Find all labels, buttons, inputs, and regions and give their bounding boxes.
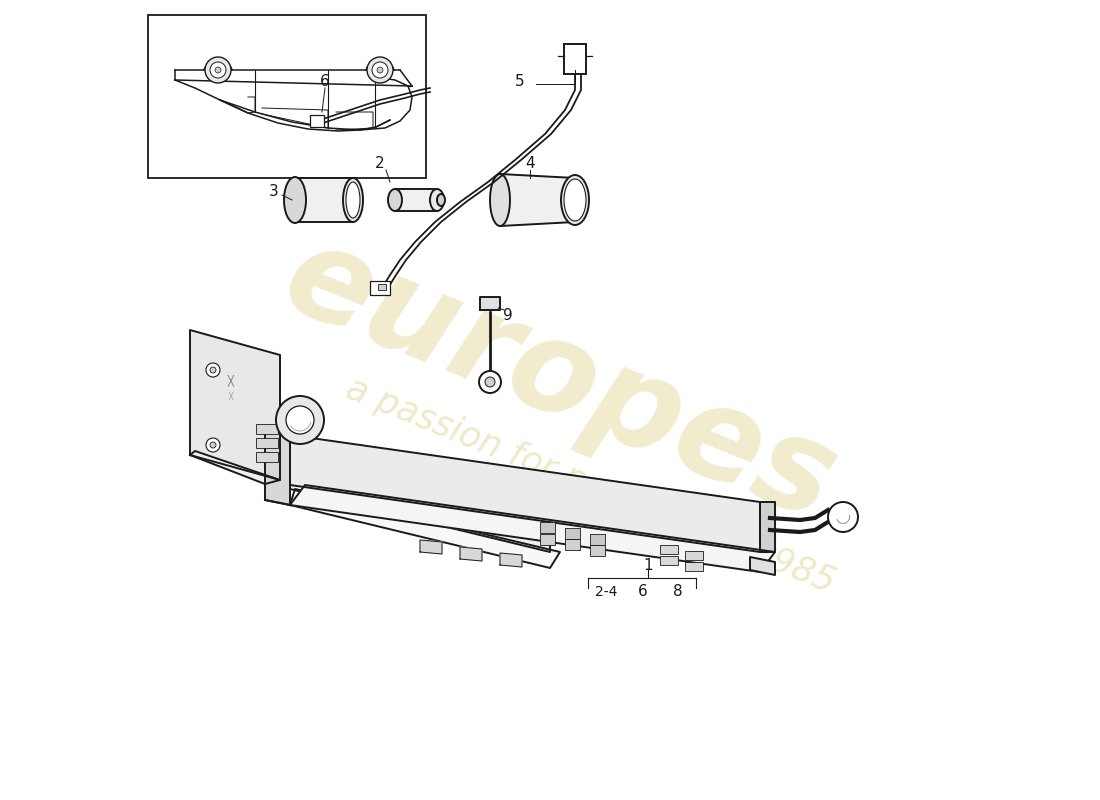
Polygon shape bbox=[760, 502, 775, 552]
Text: 8: 8 bbox=[673, 585, 683, 599]
Circle shape bbox=[210, 367, 216, 373]
Polygon shape bbox=[295, 178, 353, 222]
Ellipse shape bbox=[561, 175, 588, 225]
Text: 6: 6 bbox=[320, 74, 330, 90]
Circle shape bbox=[478, 371, 500, 393]
Circle shape bbox=[485, 377, 495, 387]
Bar bbox=[660, 556, 678, 565]
Circle shape bbox=[372, 62, 388, 78]
Bar bbox=[565, 528, 580, 539]
Circle shape bbox=[367, 57, 393, 83]
Ellipse shape bbox=[346, 182, 360, 218]
Circle shape bbox=[210, 62, 225, 78]
Text: 2: 2 bbox=[375, 157, 385, 171]
Bar bbox=[565, 539, 580, 550]
Circle shape bbox=[206, 438, 220, 452]
Bar bbox=[685, 562, 703, 571]
Circle shape bbox=[377, 67, 383, 73]
Ellipse shape bbox=[343, 178, 363, 222]
Text: ╳: ╳ bbox=[227, 374, 233, 386]
Text: 2-4: 2-4 bbox=[595, 585, 617, 599]
Circle shape bbox=[828, 502, 858, 532]
Bar bbox=[148, 15, 426, 178]
Bar bbox=[540, 522, 556, 533]
Bar bbox=[256, 424, 278, 434]
Polygon shape bbox=[420, 540, 442, 554]
Text: 3: 3 bbox=[270, 185, 279, 199]
Ellipse shape bbox=[490, 174, 510, 226]
Polygon shape bbox=[395, 189, 437, 211]
Ellipse shape bbox=[284, 177, 306, 223]
Bar bbox=[256, 438, 278, 448]
Bar bbox=[660, 545, 678, 554]
Polygon shape bbox=[290, 435, 760, 552]
Ellipse shape bbox=[430, 189, 444, 211]
Text: 9: 9 bbox=[503, 309, 513, 323]
Polygon shape bbox=[500, 174, 575, 226]
Polygon shape bbox=[190, 330, 280, 480]
Bar bbox=[370, 281, 390, 295]
Bar bbox=[310, 115, 324, 127]
Polygon shape bbox=[500, 553, 522, 567]
Polygon shape bbox=[290, 485, 776, 572]
Polygon shape bbox=[750, 557, 776, 575]
Ellipse shape bbox=[388, 189, 401, 211]
Text: 5: 5 bbox=[515, 74, 525, 90]
Text: a passion for parts since 1985: a passion for parts since 1985 bbox=[341, 371, 839, 599]
Text: 1: 1 bbox=[644, 558, 652, 574]
Bar bbox=[590, 545, 605, 556]
Text: 6: 6 bbox=[638, 585, 648, 599]
Text: ╳: ╳ bbox=[228, 392, 232, 400]
Polygon shape bbox=[290, 472, 550, 552]
Bar bbox=[564, 44, 586, 74]
Ellipse shape bbox=[437, 194, 446, 206]
Polygon shape bbox=[480, 297, 501, 310]
Polygon shape bbox=[265, 430, 290, 505]
Circle shape bbox=[205, 57, 231, 83]
Bar bbox=[590, 534, 605, 545]
Ellipse shape bbox=[564, 179, 586, 221]
Text: 4: 4 bbox=[525, 157, 535, 171]
Polygon shape bbox=[190, 451, 280, 484]
Bar bbox=[540, 534, 556, 545]
Polygon shape bbox=[460, 547, 482, 561]
Circle shape bbox=[210, 442, 216, 448]
Circle shape bbox=[286, 406, 313, 434]
Polygon shape bbox=[290, 489, 560, 568]
Bar bbox=[685, 551, 703, 560]
Bar bbox=[256, 452, 278, 462]
Circle shape bbox=[214, 67, 221, 73]
Circle shape bbox=[276, 396, 324, 444]
Text: europes: europes bbox=[266, 213, 854, 547]
Bar bbox=[378, 284, 386, 290]
Circle shape bbox=[206, 363, 220, 377]
